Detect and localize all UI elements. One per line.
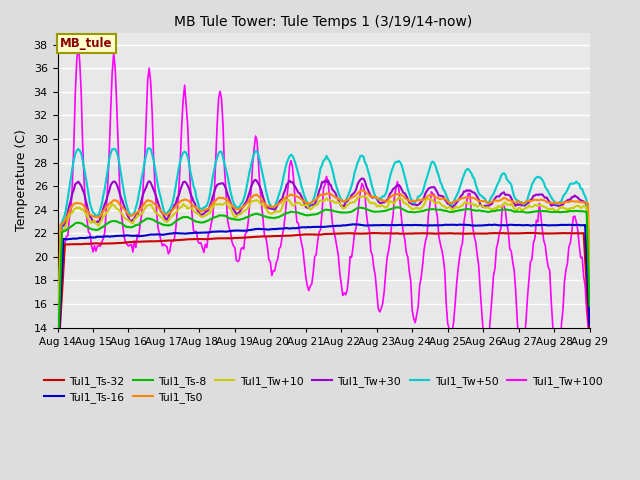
Y-axis label: Temperature (C): Temperature (C)	[15, 129, 28, 231]
Legend: Tul1_Ts-32, Tul1_Ts-16, Tul1_Ts-8, Tul1_Ts0, Tul1_Tw+10, Tul1_Tw+30, Tul1_Tw+50,: Tul1_Ts-32, Tul1_Ts-16, Tul1_Ts-8, Tul1_…	[40, 372, 607, 407]
Text: MB_tule: MB_tule	[60, 37, 113, 50]
Title: MB Tule Tower: Tule Temps 1 (3/19/14-now): MB Tule Tower: Tule Temps 1 (3/19/14-now…	[175, 15, 473, 29]
